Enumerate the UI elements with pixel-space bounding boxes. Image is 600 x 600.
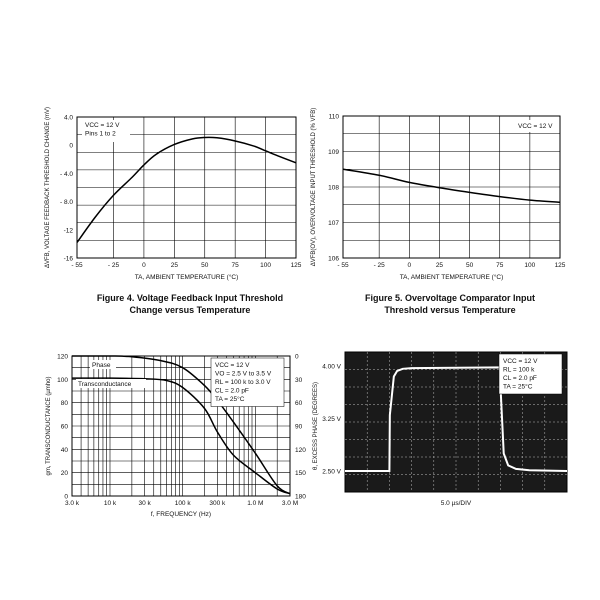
annotation-text: VCC = 12 V xyxy=(518,123,553,130)
y-tick-label: 20 xyxy=(61,470,69,477)
y-tick-label: -16 xyxy=(64,256,74,263)
x-axis-label: f, FREQUENCY (Hz) xyxy=(151,511,211,518)
y-tick-label: - 8.0 xyxy=(60,199,73,206)
x-tick-label: 50 xyxy=(466,262,474,269)
x-tick-label: 100 xyxy=(524,262,535,269)
y-tick-label: -12 xyxy=(64,227,74,234)
annotation-bg xyxy=(515,120,559,132)
x-axis-label: 5.0 µs/DIV xyxy=(441,500,472,507)
x-tick-label: 1.0 M xyxy=(247,500,263,507)
y-tick-label: 60 xyxy=(61,424,69,431)
x-tick-label: 125 xyxy=(291,262,302,269)
y-tick-label: 0 xyxy=(64,494,68,501)
x-tick-label: 125 xyxy=(555,262,566,269)
series-line-phase xyxy=(71,355,291,495)
annotation-text: RL = 100 k to 3.0 V xyxy=(215,379,271,386)
x-tick-label: 100 xyxy=(260,262,271,269)
y-tick-label: 3.25 V xyxy=(322,416,341,423)
y2-tick-label: 150 xyxy=(295,470,306,477)
annotation-text: TA = 25°C xyxy=(503,383,533,391)
annotation-text: RL = 100 k xyxy=(503,367,535,374)
y-axis-label: ΔVFB, VOLTAGE FEEDBACK THRESHOLD CHANGE … xyxy=(45,107,51,268)
caption-line: Threshold versus Temperature xyxy=(384,305,516,315)
annotation-text: VCC = 12 V xyxy=(215,362,250,369)
x-tick-label: 25 xyxy=(436,262,444,269)
annotation-text: VO = 2.5 V to 3.5 V xyxy=(215,371,272,378)
y-tick-label: 4.0 xyxy=(64,115,73,122)
annotation-text: TA = 25°C xyxy=(215,395,245,403)
x-tick-label: 30 k xyxy=(139,500,152,507)
series-line-data xyxy=(342,168,561,204)
y-tick-label: 110 xyxy=(329,114,340,121)
y-tick-label: 100 xyxy=(57,377,68,384)
y2-tick-label: 180 xyxy=(295,494,306,501)
annotation-bg xyxy=(498,353,563,395)
x-tick-label: - 25 xyxy=(374,262,386,269)
y-tick-label: 120 xyxy=(57,354,68,361)
annotation-text: CL = 2.0 pF xyxy=(215,388,249,395)
y-tick-label: 40 xyxy=(61,447,69,454)
legend-bg xyxy=(90,360,116,369)
y-tick-label: 109 xyxy=(328,149,339,156)
annotation-text: CL = 2.0 pF xyxy=(503,375,537,382)
x-tick-label: 10 k xyxy=(104,500,117,507)
y-tick-label: 0 xyxy=(69,143,73,150)
annotation-text: Pins 1 to 2 xyxy=(85,131,116,138)
series-line-transconductance xyxy=(71,377,291,495)
x-tick-label: 0 xyxy=(407,262,411,269)
x-tick-label: 100 k xyxy=(175,500,192,507)
y2-tick-label: 120 xyxy=(295,447,306,454)
series-label: Transconductance xyxy=(78,381,132,388)
y-tick-label: 107 xyxy=(328,220,339,227)
caption-line: Figure 5. Overvoltage Comparator Input xyxy=(364,293,536,303)
series-label: Phase xyxy=(92,362,111,369)
x-tick-label: - 55 xyxy=(337,262,349,269)
figure4-caption: Figure 4. Voltage Feedback Input Thresho… xyxy=(60,292,320,316)
legend-bg xyxy=(76,379,146,388)
x-tick-label: 300 k xyxy=(209,500,226,507)
x-axis-label: TA, AMBIENT TEMPERATURE (°C) xyxy=(135,273,239,281)
y-tick-label: - 4.0 xyxy=(60,171,73,178)
caption-line: Change versus Temperature xyxy=(129,305,251,315)
x-tick-label: 3.0 M xyxy=(282,500,298,507)
y2-tick-label: 30 xyxy=(295,377,303,384)
series-line-data xyxy=(76,136,297,243)
x-tick-label: 0 xyxy=(142,262,146,269)
y2-axis-label: θ, EXCESS PHASE (DEGREES) xyxy=(313,382,319,470)
y-tick-label: 4.00 V xyxy=(322,364,341,371)
y2-tick-label: 60 xyxy=(295,400,303,407)
figure5-caption: Figure 5. Overvoltage Comparator Input T… xyxy=(320,292,580,316)
annotation-bg xyxy=(82,120,130,142)
series-line-data xyxy=(345,366,568,472)
annotation-bg xyxy=(210,357,285,407)
annotation-text: VCC = 12 V xyxy=(85,122,120,129)
y-tick-label: 108 xyxy=(328,185,339,192)
y2-tick-label: 90 xyxy=(295,424,303,431)
y-tick-label: 80 xyxy=(61,400,69,407)
y-axis-label: ΔVFB(OV), OVERVOLTAGE INPUT THRESHOLD (%… xyxy=(311,108,317,266)
x-tick-label: 50 xyxy=(201,262,209,269)
x-tick-label: 75 xyxy=(232,262,240,269)
x-tick-label: - 25 xyxy=(108,262,120,269)
x-tick-label: 25 xyxy=(171,262,179,269)
y-tick-label: 2.50 V xyxy=(322,469,341,476)
y2-tick-label: 0 xyxy=(295,354,299,361)
x-tick-label: - 55 xyxy=(71,262,83,269)
x-tick-label: 3.0 k xyxy=(65,500,80,507)
caption-line: Figure 4. Voltage Feedback Input Thresho… xyxy=(96,293,284,303)
annotation-text: VCC = 12 V xyxy=(503,358,538,365)
y-axis-label: gm, TRANSCONDUCTANCE (µmho) xyxy=(46,377,52,476)
x-tick-label: 75 xyxy=(496,262,504,269)
y-tick-label: 106 xyxy=(328,256,339,263)
x-axis-label: TA, AMBIENT TEMPERATURE (°C) xyxy=(400,273,504,281)
